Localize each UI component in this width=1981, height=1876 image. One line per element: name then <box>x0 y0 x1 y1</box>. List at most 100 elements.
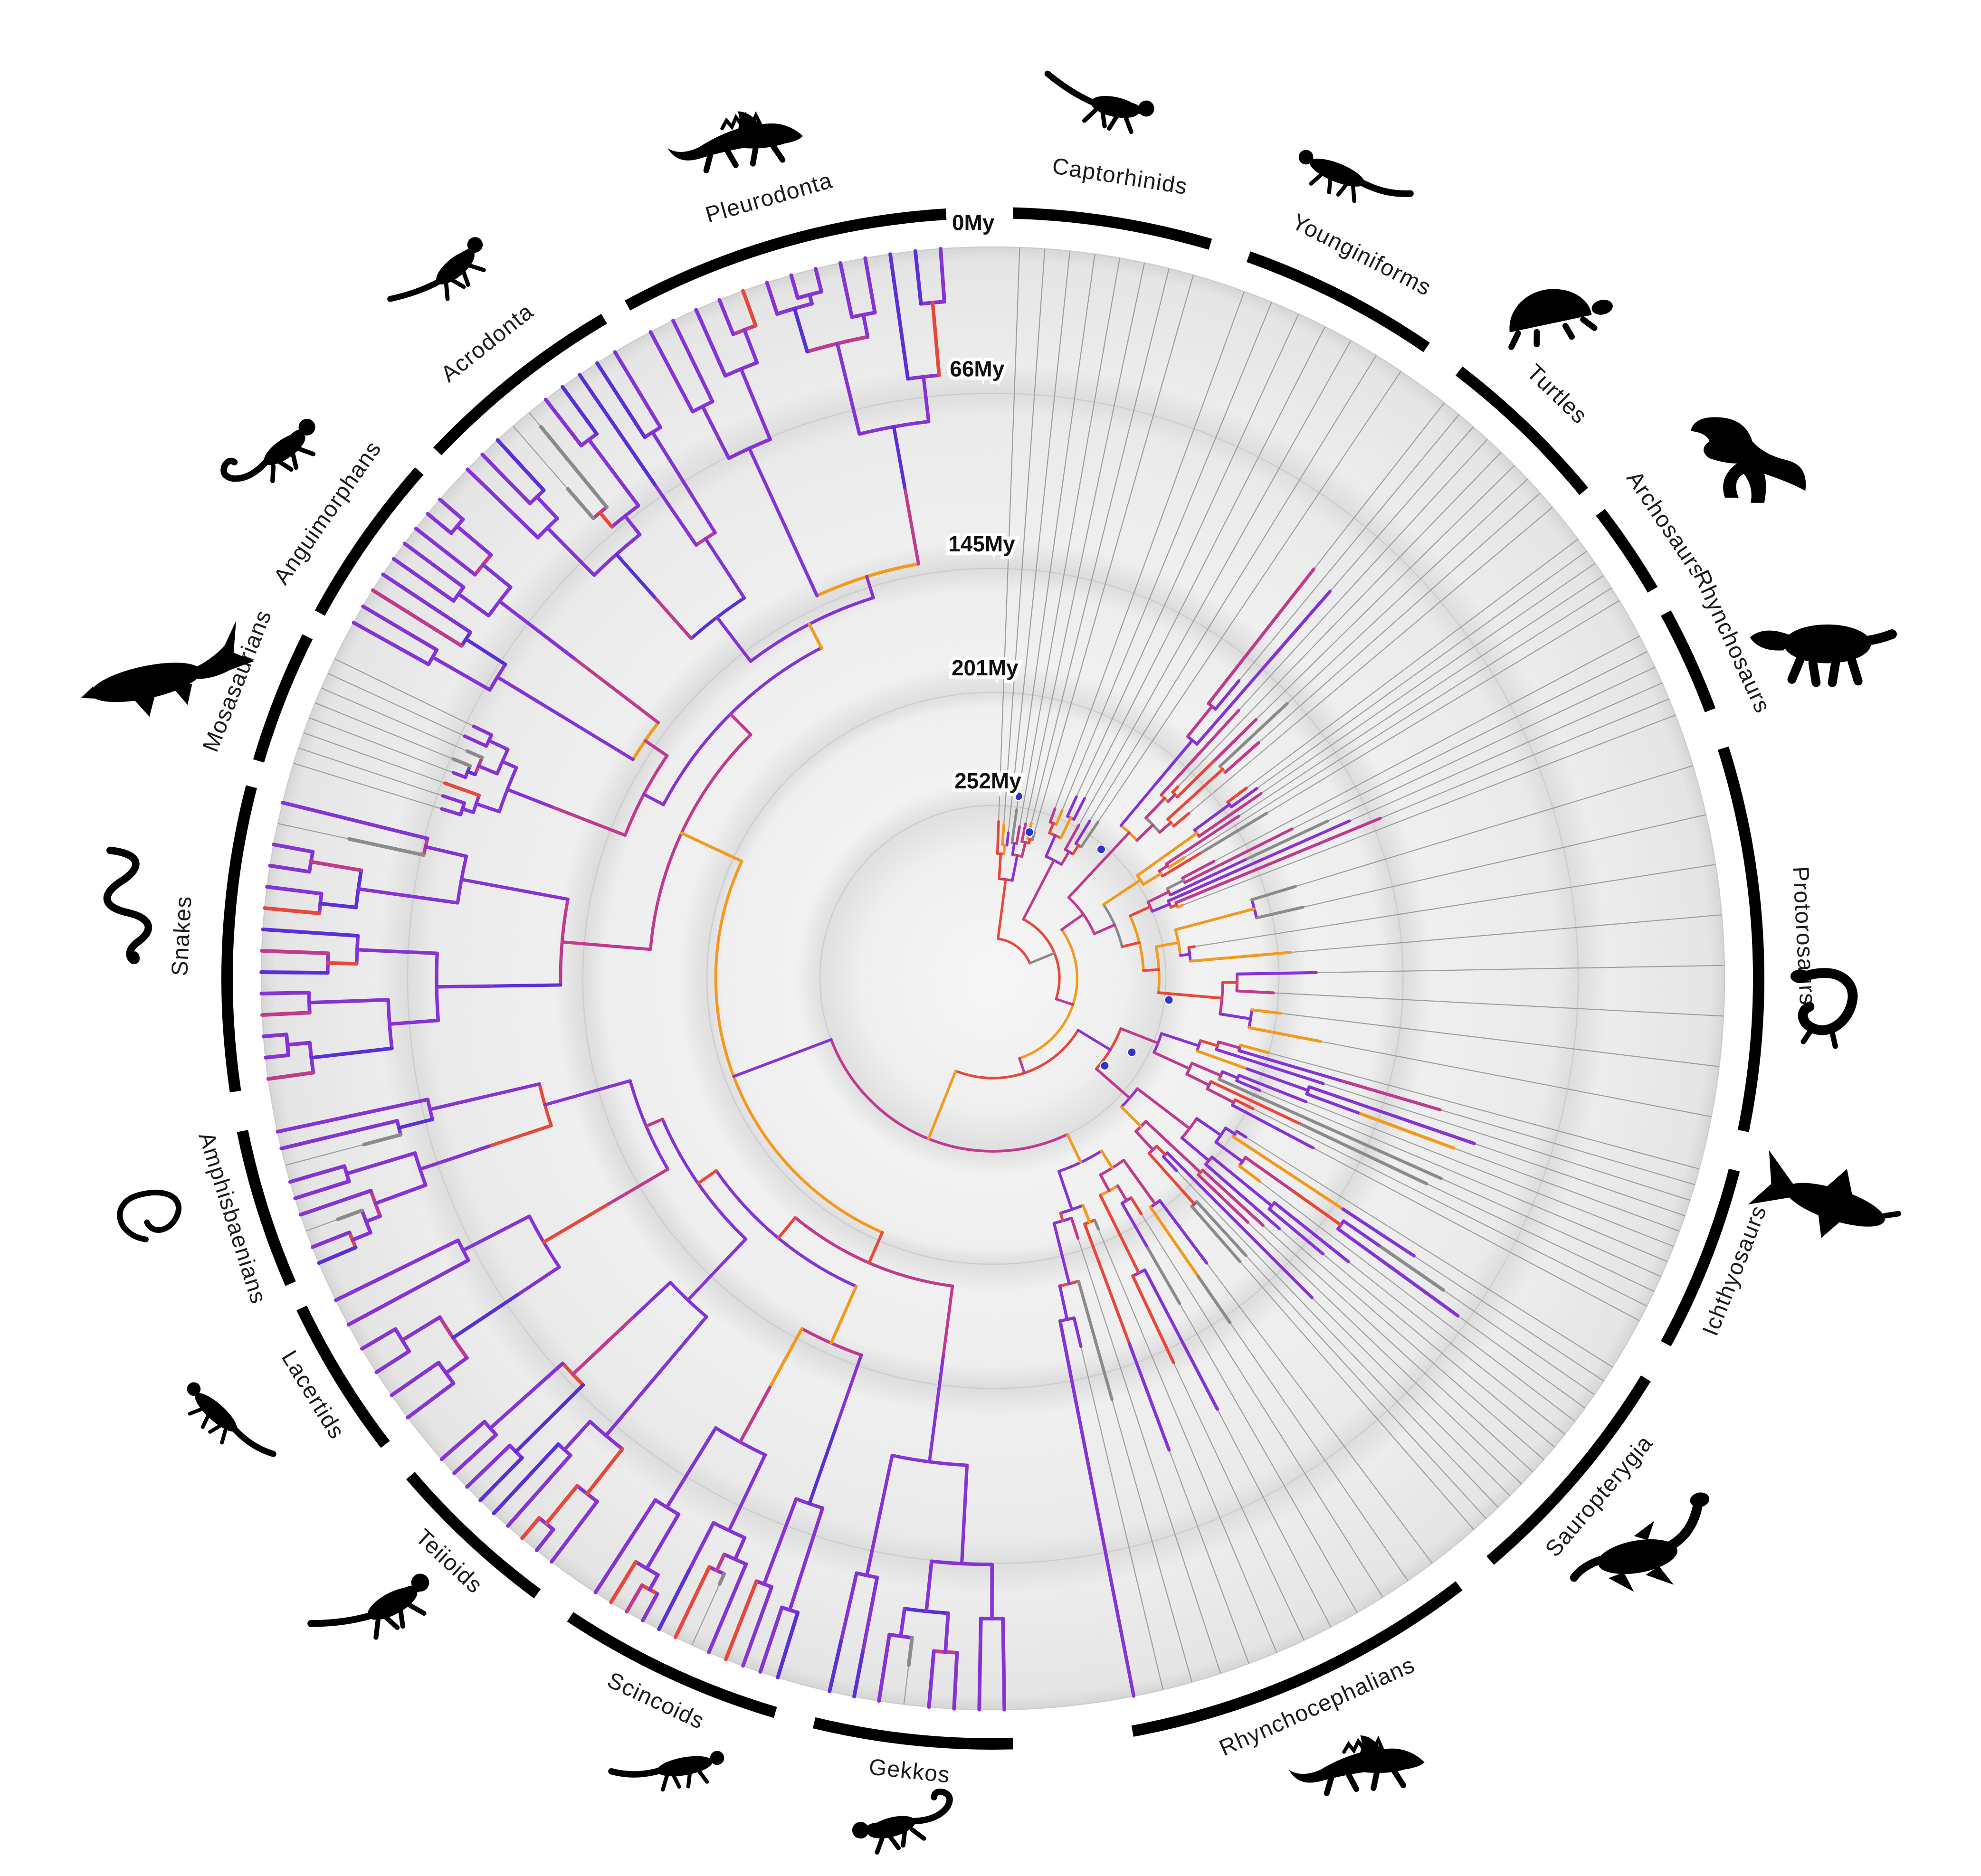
tip-guide-line <box>1259 1090 1668 1262</box>
branch <box>487 1124 553 1148</box>
branch <box>765 281 779 316</box>
branch <box>1010 808 1018 844</box>
branch <box>347 837 426 857</box>
branch <box>1064 824 1080 851</box>
branch <box>391 557 456 603</box>
node-dot <box>1096 844 1106 854</box>
silhouette-ichthyosaur-icon <box>1748 1150 1901 1238</box>
branch <box>1246 1067 1310 1092</box>
tip-guide-line <box>1305 1101 1674 1247</box>
branch <box>922 375 931 424</box>
branch <box>924 1559 933 1613</box>
branch <box>561 715 635 761</box>
branch <box>466 467 540 540</box>
branch <box>1100 1149 1114 1170</box>
branch <box>1207 567 1315 705</box>
tip-guide-line <box>1443 1289 1595 1395</box>
clade-arc-sauropterygia <box>1486 1375 1651 1565</box>
branch <box>400 1315 442 1342</box>
tip-guide-line <box>1016 254 1095 810</box>
branch <box>466 769 477 777</box>
branch <box>1055 809 1064 826</box>
branch <box>648 1573 660 1592</box>
branch <box>743 328 759 365</box>
tip-guide-line <box>1246 539 1579 789</box>
tip-guide-line <box>1080 1346 1164 1690</box>
branch <box>585 1447 624 1496</box>
silhouette-worm-icon <box>117 1189 181 1242</box>
tip-guide-line <box>1316 965 1724 973</box>
branch <box>604 1369 662 1438</box>
branch <box>977 1616 983 1712</box>
tip-guide-line <box>1313 1147 1640 1321</box>
branch <box>788 1506 825 1612</box>
branch <box>1237 1073 1308 1103</box>
branch <box>439 1420 486 1461</box>
branch <box>1142 872 1162 886</box>
branch <box>829 1285 858 1345</box>
branch <box>495 438 546 493</box>
branch <box>1095 1067 1131 1099</box>
branch <box>1152 1051 1191 1071</box>
branch <box>362 1133 403 1146</box>
branch <box>892 425 907 490</box>
branch <box>1080 821 1099 849</box>
branch <box>808 622 823 650</box>
branch <box>1195 1200 1248 1257</box>
branch <box>1162 1155 1179 1173</box>
branch <box>1183 827 1294 884</box>
tip-guide-line <box>1453 1147 1680 1232</box>
clade-arc-turtles <box>1455 366 1589 495</box>
clade-label-protorosaurs: Protorosaurs <box>1788 866 1820 1006</box>
branch <box>561 385 599 436</box>
tip-guide-line <box>1320 1041 1712 1118</box>
tip-guide-line <box>1348 1261 1565 1435</box>
branch <box>1057 1170 1074 1211</box>
branch <box>1158 821 1172 834</box>
tip-guide-line <box>293 763 442 810</box>
branch <box>334 1270 394 1302</box>
branch <box>318 901 358 910</box>
tip-guide-line <box>1239 1261 1475 1530</box>
tip-guide-line <box>1077 1238 1221 1674</box>
time-axis-label-145my: 145My <box>948 531 1015 556</box>
tip-guide-line <box>1327 666 1656 822</box>
tip-guide-line <box>1313 402 1445 569</box>
branch <box>1231 1135 1345 1211</box>
branch <box>835 341 861 436</box>
branch <box>613 350 663 429</box>
branch <box>913 249 923 306</box>
clade-arc-rhynchosaurs <box>1661 610 1716 712</box>
branch <box>1059 816 1072 840</box>
tip-guide-line <box>1206 1262 1433 1564</box>
branch <box>1165 815 1240 865</box>
branch <box>1250 1008 1282 1015</box>
branch <box>828 1639 843 1694</box>
branch <box>406 1381 456 1420</box>
branch <box>645 1512 681 1571</box>
branch <box>648 330 695 414</box>
branch <box>1020 822 1027 843</box>
branch <box>268 863 312 874</box>
tip-guide-line <box>1329 426 1474 592</box>
branch <box>623 514 642 537</box>
branch <box>351 1231 372 1242</box>
branch <box>516 1265 561 1297</box>
branch <box>1195 660 1270 746</box>
branch <box>1221 981 1239 984</box>
branch <box>942 1284 954 1358</box>
branch <box>1230 1103 1315 1150</box>
tip-guide-line <box>1292 651 1648 830</box>
branch <box>903 486 920 566</box>
tip-guide-line <box>1290 914 1722 953</box>
branch <box>1029 952 1056 965</box>
tip-guide-line <box>1413 1255 1604 1382</box>
clade-label-lacertids: Lacertids <box>276 1346 350 1443</box>
tip-guide-line <box>1217 1409 1332 1628</box>
branch <box>1128 905 1152 918</box>
branch <box>1160 1032 1200 1047</box>
branch <box>471 1082 542 1101</box>
branch <box>1093 1218 1100 1231</box>
branch <box>451 1293 520 1340</box>
branch <box>1121 941 1141 948</box>
